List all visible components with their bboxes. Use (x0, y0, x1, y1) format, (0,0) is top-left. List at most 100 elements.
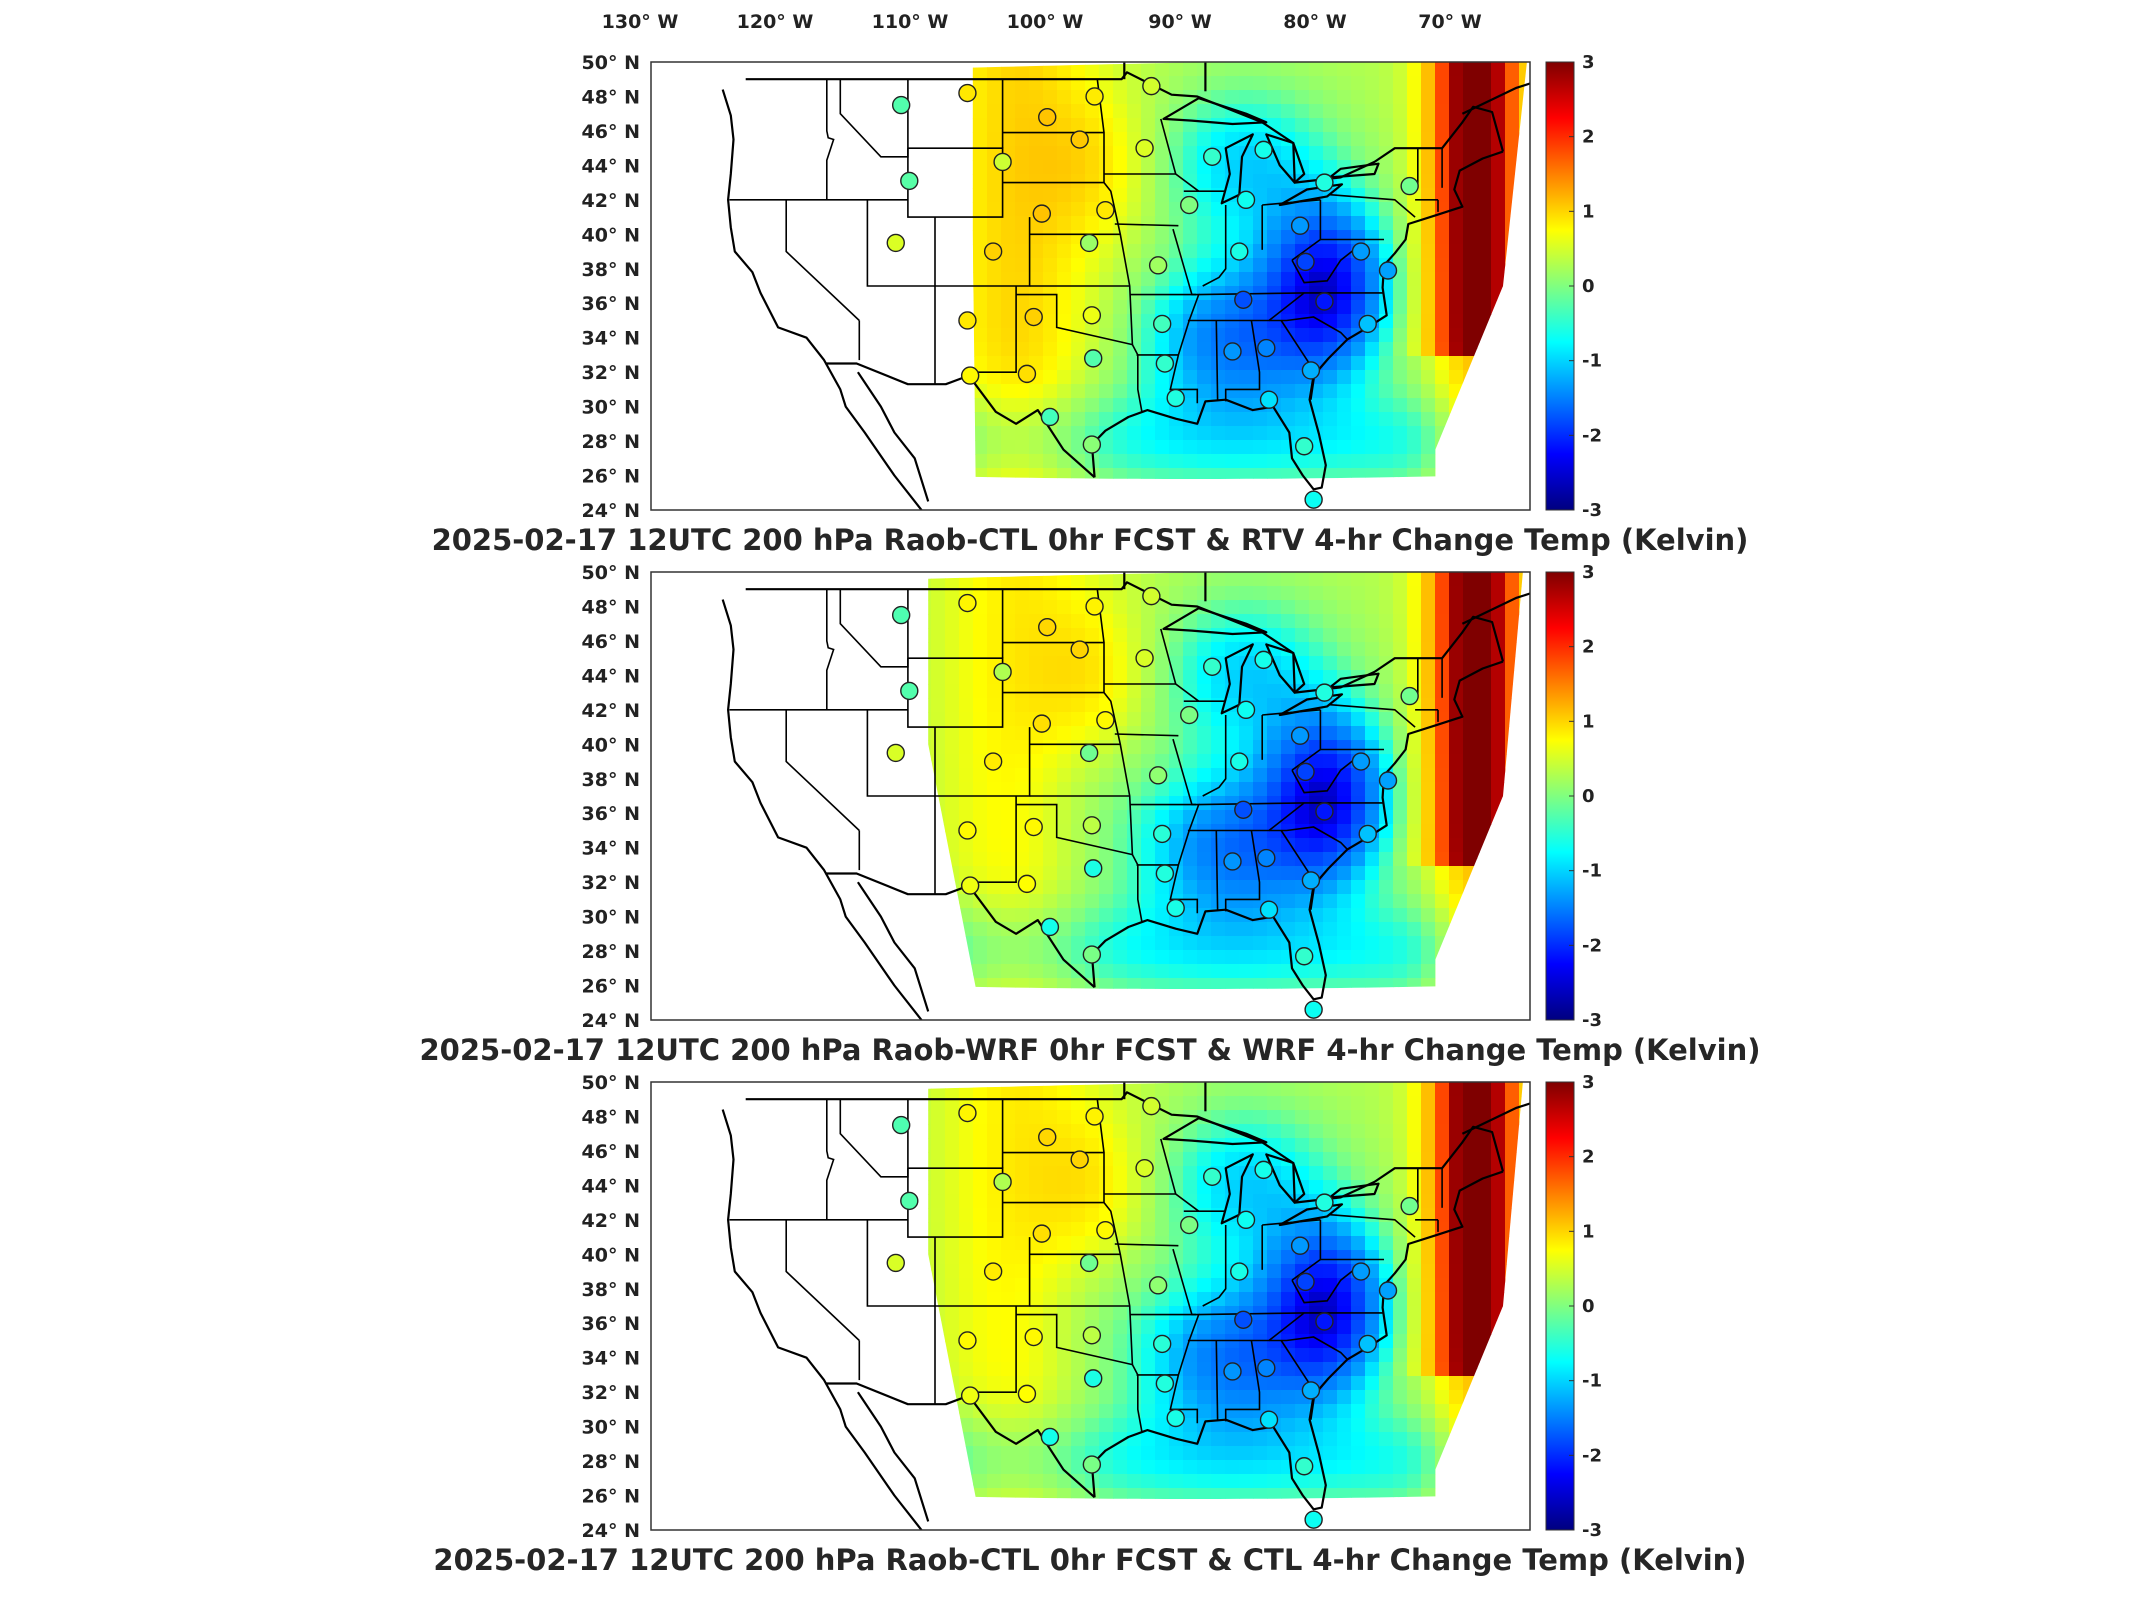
station-marker (1315, 1312, 1334, 1331)
lat-label-42: 42° N (582, 190, 640, 212)
station-marker (1315, 683, 1334, 702)
station-marker (1358, 314, 1377, 334)
raob-stations-1 (886, 76, 1419, 509)
lat-label-50: 50° N (582, 1072, 640, 1094)
lat-label-40: 40° N (582, 734, 640, 756)
station-marker (1166, 898, 1185, 918)
lat-label-30: 30° N (582, 397, 640, 419)
station-marker (891, 95, 911, 115)
station-marker (1082, 816, 1102, 835)
station-marker (1230, 242, 1249, 261)
colorbar-tick: 0 (1582, 786, 1595, 807)
colorbar-1: 3 2 1 0 -1 -2 -3 (1545, 52, 1602, 521)
colorbar-tick: 2 (1582, 1147, 1595, 1168)
lat-label-26: 26° N (582, 976, 640, 998)
lat-label-34: 34° N (582, 838, 640, 860)
station-marker (900, 1191, 919, 1211)
station-marker (1096, 1220, 1115, 1240)
lon-label-90: 90° W (1148, 11, 1212, 33)
lat-label-48: 48° N (582, 86, 640, 108)
lat-label-24: 24° N (582, 1520, 640, 1542)
lon-label-80: 80° W (1283, 11, 1347, 33)
station-marker (958, 83, 977, 103)
station-marker (1230, 1262, 1249, 1281)
station-marker (993, 152, 1012, 172)
colorbar-tick: 3 (1582, 1072, 1595, 1093)
colorbar-3: 3 2 1 0 -1 -2 -3 (1545, 1072, 1602, 1541)
colorbar-tick: 2 (1582, 127, 1595, 148)
station-marker (1079, 743, 1099, 763)
station-marker (1304, 1510, 1323, 1529)
lat-label-36: 36° N (582, 1313, 640, 1335)
station-marker (1070, 640, 1089, 659)
station-marker (1096, 710, 1115, 730)
station-marker (1040, 917, 1060, 937)
colorbar-2: 3 2 1 0 -1 -2 -3 (1545, 562, 1602, 1031)
station-marker (1084, 1369, 1103, 1388)
lon-label-120: 120° W (737, 11, 814, 33)
station-marker (1315, 802, 1334, 821)
station-marker (1082, 1455, 1102, 1474)
station-marker (1254, 1160, 1273, 1180)
lat-label-46: 46° N (582, 121, 640, 143)
station-marker (1358, 1334, 1377, 1354)
map-panel-3: 50° N 48° N 46° N 44° N 42° N 40° N 38° N 36° N… (433, 1072, 1746, 1577)
station-marker (1148, 1276, 1168, 1295)
station-marker (1152, 1334, 1172, 1354)
station-marker (1290, 216, 1310, 235)
lat-label-40: 40° N (582, 224, 640, 246)
station-marker (1257, 1358, 1276, 1378)
station-marker (1236, 1210, 1256, 1230)
station-marker (1296, 762, 1315, 782)
station-marker (1070, 130, 1089, 149)
lat-label-32: 32° N (582, 362, 640, 384)
station-marker (1378, 771, 1398, 790)
station-marker (1296, 252, 1315, 272)
station-marker (1223, 1362, 1242, 1381)
lat-label-28: 28° N (582, 1451, 640, 1473)
station-marker (1315, 292, 1334, 311)
raob-stations-3 (886, 1096, 1419, 1529)
station-marker (1084, 859, 1103, 878)
station-marker (1082, 1326, 1102, 1345)
station-marker (1259, 390, 1279, 409)
lat-label-30: 30° N (582, 1417, 640, 1439)
lat-label-36: 36° N (582, 293, 640, 315)
lat-label-44: 44° N (582, 155, 640, 177)
station-marker (1234, 290, 1253, 309)
station-marker (1142, 1096, 1161, 1116)
station-marker (960, 366, 980, 385)
station-marker (1032, 1224, 1052, 1243)
lat-label-48: 48° N (582, 596, 640, 618)
station-marker (983, 752, 1003, 771)
station-marker (1142, 586, 1161, 606)
station-marker (1304, 490, 1323, 509)
station-marker (983, 242, 1003, 261)
station-marker (1135, 138, 1154, 158)
lat-label-26: 26° N (582, 1486, 640, 1508)
station-marker (1315, 173, 1334, 192)
station-marker (1082, 435, 1102, 454)
station-marker (1038, 1127, 1057, 1147)
station-marker (1096, 200, 1115, 220)
station-marker (1294, 437, 1314, 456)
lat-label-40: 40° N (582, 1244, 640, 1266)
map-frame (650, 61, 1531, 511)
lat-label-44: 44° N (582, 665, 640, 687)
station-marker (1254, 140, 1273, 160)
colorbar-tick: -3 (1582, 500, 1602, 521)
temperature-field-2 (928, 572, 1524, 989)
station-marker (1257, 338, 1276, 358)
lat-label-46: 46° N (582, 631, 640, 653)
lat-label-42: 42° N (582, 700, 640, 722)
lon-label-100: 100° W (1007, 11, 1084, 33)
lat-label-28: 28° N (582, 941, 640, 963)
lat-label-24: 24° N (582, 500, 640, 522)
colorbar-tick: 2 (1582, 637, 1595, 658)
lon-label-110: 110° W (872, 11, 949, 33)
station-marker (1152, 824, 1172, 844)
lat-label-26: 26° N (582, 466, 640, 488)
station-marker (1024, 307, 1043, 327)
map-frame (650, 571, 1531, 1021)
